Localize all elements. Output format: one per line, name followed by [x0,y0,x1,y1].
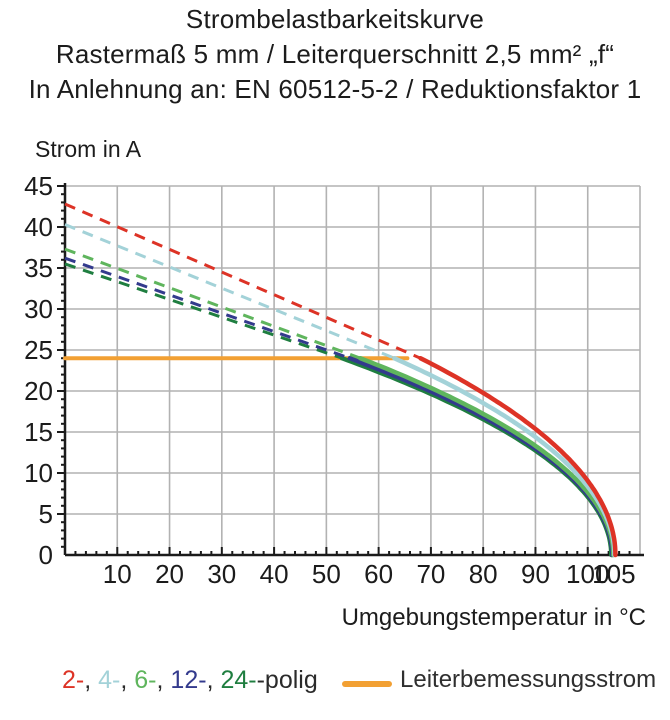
rated-current-swatch [342,681,392,687]
legend-pole-6-polig: 6- [134,666,157,694]
legend-separator: , [84,666,99,694]
x-tick-label: 60 [364,559,393,589]
x-tick-label: 10 [103,559,132,589]
series-dashed-segment-6-polig [64,247,361,360]
legend-pole-12-polig: 12- [170,666,207,694]
series-dashed-segment-4-polig [64,223,395,360]
legend-separator: , [156,666,171,694]
legend-separator: , [206,666,221,694]
y-tick-label: 35 [24,253,53,283]
axis-ticks [57,185,631,555]
rated-current-legend-label: Leiterbemessungsstrom [400,666,657,693]
y-tick-label: 40 [24,212,53,242]
y-axis-title: Strom in A [35,136,142,162]
x-tick-label: 90 [521,559,550,589]
y-tick-label: 0 [39,540,53,570]
x-axis-title: Umgebungstemperatur in °C [341,604,646,631]
y-tick-label: 25 [24,335,53,365]
x-tick-label: 50 [312,559,341,589]
chart-title-line-2: Rastermaß 5 mm / Leiterquerschnitt 2,5 m… [55,39,615,69]
y-tick-label: 20 [24,376,53,406]
legend-poles-suffix: -polig [256,666,318,694]
y-tick-label: 45 [24,171,53,201]
series-solid-curve-2-polig [418,355,618,558]
series-solid-curve-12-polig [347,355,615,558]
series-dashed-segment-24-polig [64,262,343,360]
y-tick-label: 15 [24,417,53,447]
x-tick-label: 100 [566,559,609,589]
series-solid-curve-6-polig [358,355,616,558]
chart-title-block: Strombelastbarkeitskurve Rastermaß 5 mm … [0,2,670,107]
series-dashed-segment-12-polig [64,256,351,360]
legend-pole-24-polig: 24- [220,666,257,694]
x-tick-label: 80 [469,559,498,589]
axes [63,183,644,557]
x-tick-label: 105 [592,559,635,589]
chart-title-line-1: Strombelastbarkeitskurve [185,4,485,34]
chart-title-line-3: In Anlehnung an: EN 60512-5-2 / Reduktio… [28,74,642,104]
legend-separator: , [120,666,135,694]
poles-legend: 2-, 4-, 6-, 12-, 24--polig [62,666,318,695]
y-tick-label: 10 [24,458,53,488]
y-tick-label: 5 [39,499,53,529]
series-dashed-segment-2-polig [64,202,422,360]
y-tick-labels: 0 5 10 15 20 25 30 35 40 45 [24,171,53,570]
grid-lines [65,185,641,555]
x-tick-label: 30 [207,559,236,589]
legend-pole-4-polig: 4- [98,666,121,694]
x-tick-label: 40 [260,559,289,589]
x-tick-label: 20 [155,559,184,589]
y-tick-label: 30 [24,294,53,324]
x-tick-label: 70 [416,559,445,589]
legend-pole-2-polig: 2- [62,666,85,694]
